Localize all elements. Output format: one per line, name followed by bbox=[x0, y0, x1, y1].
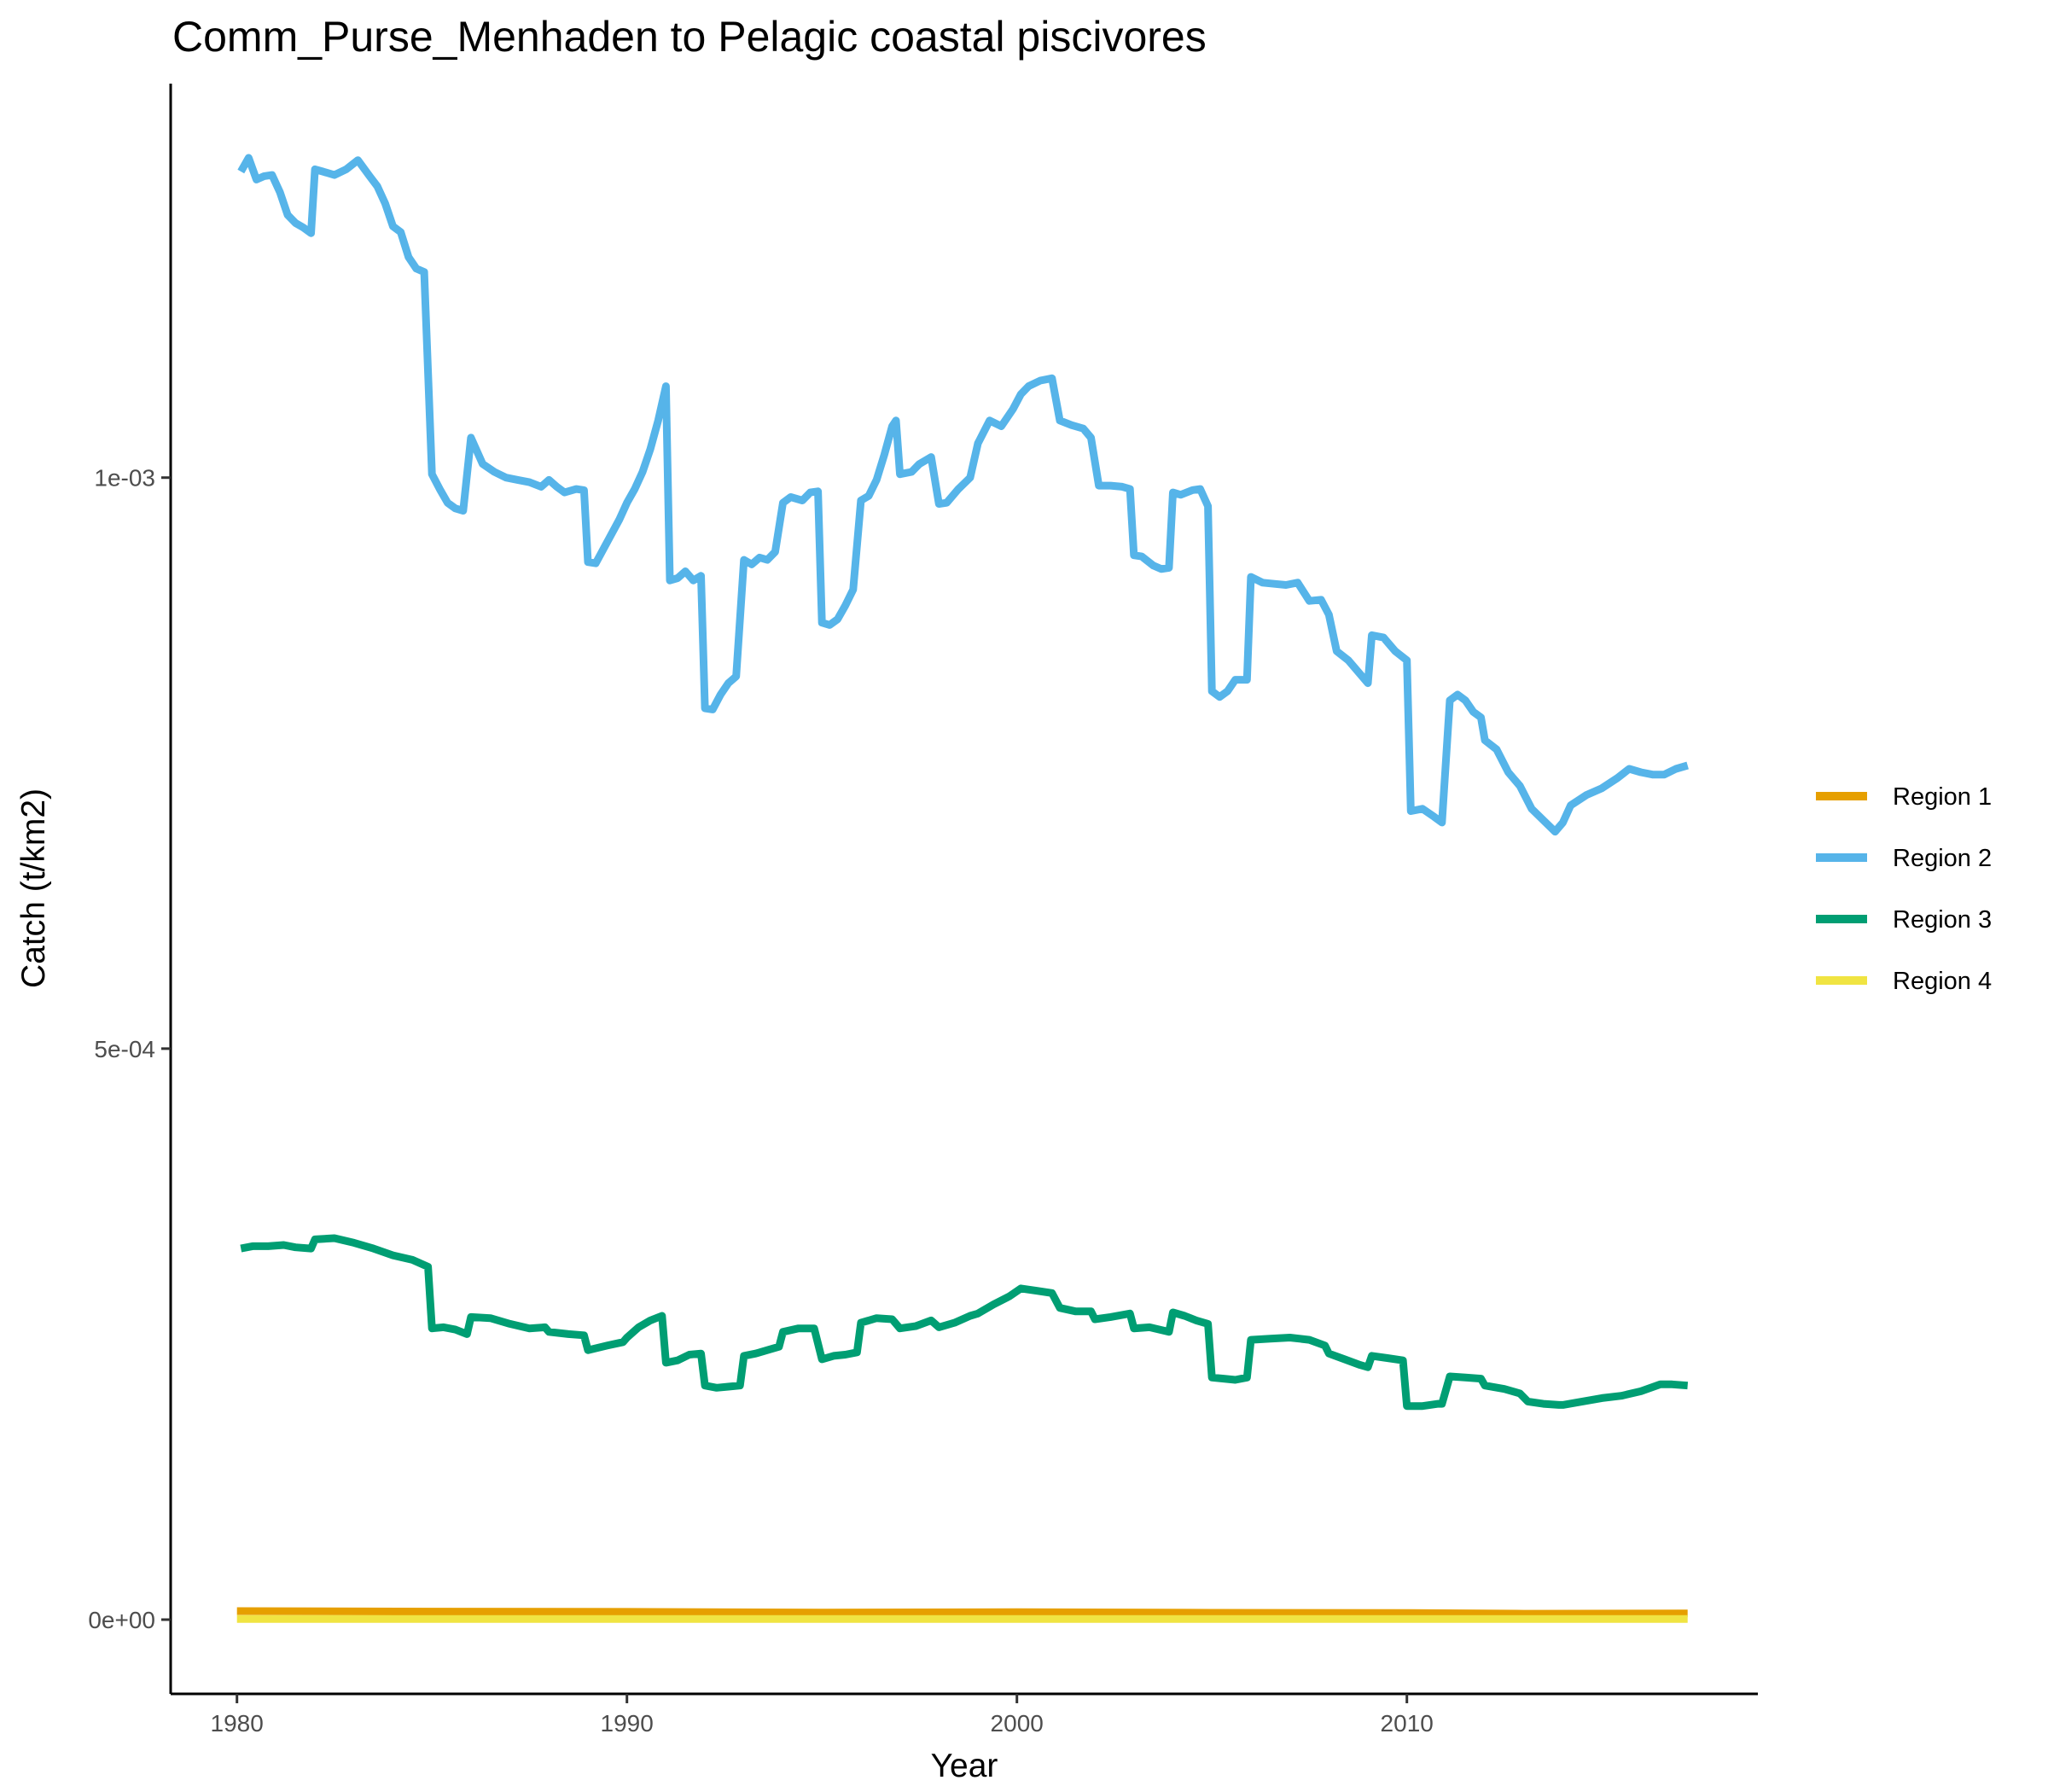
series-line-region-1 bbox=[236, 1607, 1688, 1618]
y-axis-title: Catch (t/km2) bbox=[15, 788, 52, 988]
y-tick-label: 1e-03 bbox=[94, 465, 155, 492]
plot-area bbox=[236, 154, 1689, 1623]
axes bbox=[169, 84, 1758, 1696]
x-tick-label: 2010 bbox=[1381, 1710, 1434, 1737]
y-tick-label: 0e+00 bbox=[88, 1607, 155, 1633]
x-ticks: 1980 1990 2000 2010 bbox=[211, 1694, 1434, 1737]
y-tick-label: 5e-04 bbox=[94, 1036, 155, 1062]
series-line-region-2 bbox=[237, 154, 1689, 836]
series-line-region-3 bbox=[240, 1234, 1689, 1411]
legend-label-region-3: Region 3 bbox=[1893, 906, 1992, 934]
legend-label-region-4: Region 4 bbox=[1893, 968, 1992, 995]
x-tick-label: 1980 bbox=[211, 1710, 264, 1737]
x-tick-label: 2000 bbox=[991, 1710, 1044, 1737]
y-ticks: 0e+00 5e-04 1e-03 bbox=[88, 465, 171, 1633]
x-axis-title: Year bbox=[931, 1748, 998, 1784]
chart-title: Comm_Purse_Menhaden to Pelagic coastal p… bbox=[172, 13, 1207, 61]
legend-label-region-2: Region 2 bbox=[1893, 845, 1992, 872]
legend-label-region-1: Region 1 bbox=[1893, 783, 1992, 811]
legend: Region 1 Region 2 Region 3 Region 4 bbox=[1816, 783, 1992, 995]
x-tick-label: 1990 bbox=[601, 1710, 654, 1737]
